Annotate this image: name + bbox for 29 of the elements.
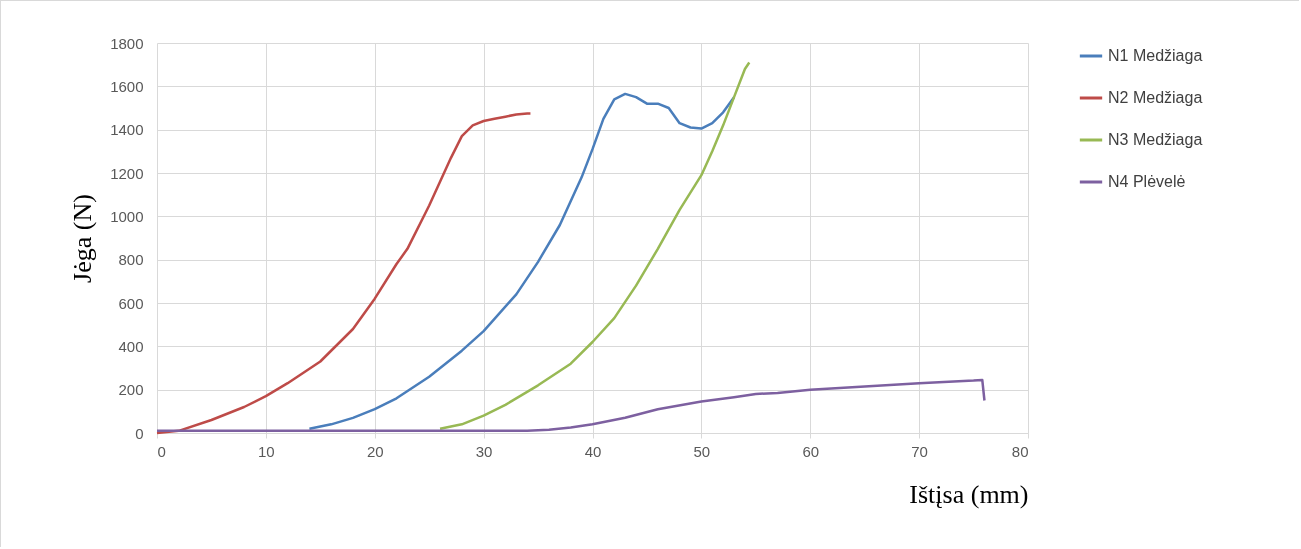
- y-tick-label: 1800: [110, 34, 144, 52]
- legend-label: N4 Plėvelė: [1108, 173, 1186, 190]
- x-tick-label: 30: [475, 442, 493, 460]
- line-series: [155, 378, 986, 433]
- y-tick-label: 600: [118, 294, 144, 312]
- x-tick-label: 20: [366, 442, 384, 460]
- line-series: [308, 92, 736, 430]
- x-tick-label: 40: [584, 442, 602, 460]
- y-tick-label: 1200: [110, 164, 144, 182]
- x-tick-label: 50: [693, 442, 711, 460]
- x-tick-label: 70: [911, 442, 928, 460]
- y-tick-label: 0: [135, 424, 144, 442]
- line-series: [155, 112, 532, 435]
- x-axis-title: Ištįsa (mm): [909, 479, 1029, 509]
- x-tick-label: 10: [258, 442, 275, 460]
- line-series: [438, 61, 751, 430]
- y-tick-label: 400: [118, 337, 144, 355]
- legend-label: N2 Medžiaga: [1108, 89, 1203, 106]
- legend-label: N1 Medžiaga: [1108, 47, 1203, 64]
- x-tick-label: 60: [802, 442, 820, 460]
- y-tick-label: 1000: [110, 207, 144, 225]
- y-tick-label: 1400: [110, 121, 144, 139]
- legend-label: N3 Medžiaga: [1108, 131, 1203, 148]
- x-tick-label: 80: [1011, 442, 1029, 460]
- y-axis-title: Jėga (N): [68, 194, 98, 283]
- y-tick-label: 800: [118, 251, 144, 269]
- x-tick-label: 0: [157, 442, 166, 460]
- y-tick-label: 200: [118, 381, 144, 399]
- y-tick-label: 1600: [110, 77, 144, 95]
